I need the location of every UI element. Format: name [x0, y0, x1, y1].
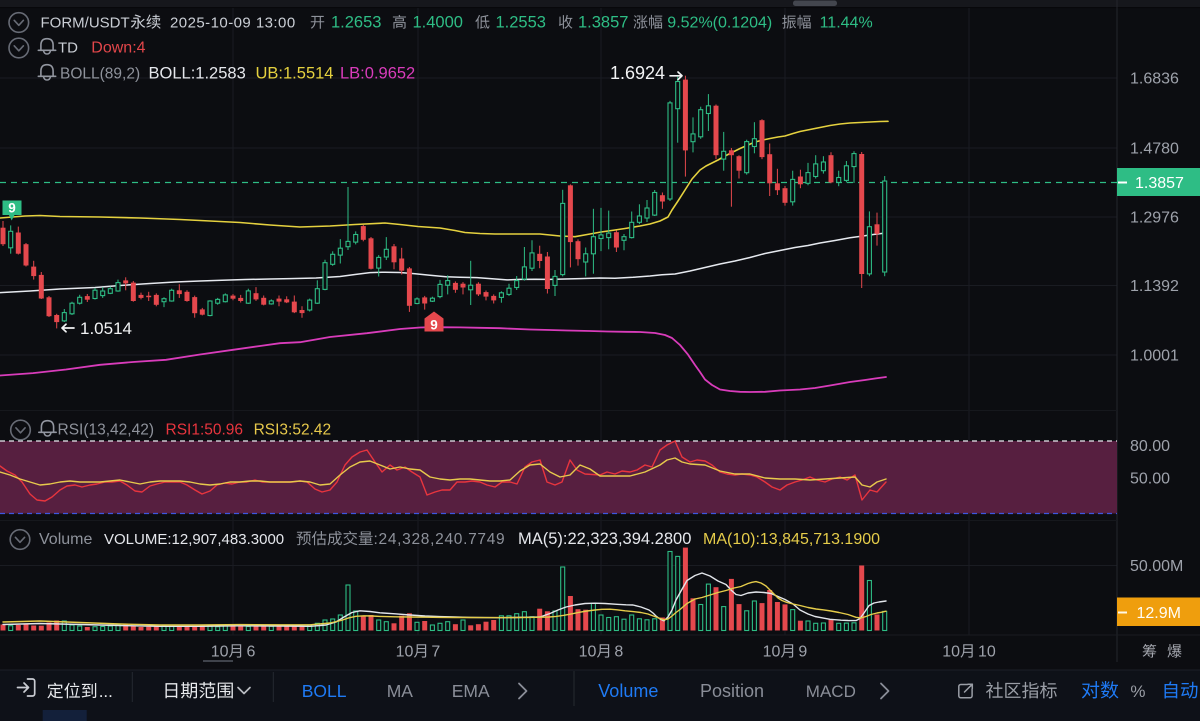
- svg-text:9.52%(0.1204): 9.52%(0.1204): [667, 15, 772, 32]
- svg-text:LB:0.9652: LB:0.9652: [340, 65, 415, 83]
- svg-text:BOLL: BOLL: [302, 681, 347, 701]
- svg-text:10: 10: [579, 644, 597, 661]
- svg-text:1.3857: 1.3857: [578, 14, 628, 32]
- svg-text:1.4000: 1.4000: [413, 14, 463, 32]
- svg-text:Volume: Volume: [39, 531, 92, 548]
- svg-text:...: ...: [99, 682, 113, 701]
- svg-text:10: 10: [763, 644, 781, 661]
- svg-text:1.4780: 1.4780: [1130, 141, 1179, 158]
- svg-text:10: 10: [942, 644, 960, 661]
- svg-text::24,328,240.7749: :24,328,240.7749: [374, 531, 506, 548]
- svg-text:Volume: Volume: [598, 681, 658, 701]
- svg-text:%: %: [1130, 682, 1145, 701]
- svg-text:10: 10: [978, 644, 996, 661]
- svg-text:1.2553: 1.2553: [496, 14, 546, 32]
- svg-text:80.00: 80.00: [1130, 438, 1170, 455]
- svg-text:RSI1:50.96: RSI1:50.96: [166, 422, 244, 439]
- svg-text:TD: TD: [58, 40, 78, 57]
- svg-text:MA: MA: [387, 681, 414, 701]
- svg-text:7: 7: [431, 644, 440, 661]
- svg-text:9: 9: [8, 201, 16, 216]
- svg-text:BOLL(89,2): BOLL(89,2): [60, 66, 140, 83]
- svg-text:50.00M: 50.00M: [1130, 558, 1183, 575]
- svg-text:EMA: EMA: [452, 681, 490, 701]
- svg-text:RSI(13,42,42): RSI(13,42,42): [58, 422, 155, 439]
- svg-text:RSI3:52.42: RSI3:52.42: [254, 422, 332, 439]
- svg-text:10: 10: [396, 644, 414, 661]
- svg-text:2025-10-09 13:00: 2025-10-09 13:00: [170, 15, 296, 32]
- svg-text:Down:4: Down:4: [91, 40, 145, 57]
- svg-text:1.2976: 1.2976: [1130, 210, 1179, 227]
- svg-text:1.6924: 1.6924: [610, 63, 665, 83]
- svg-text:50.00: 50.00: [1130, 471, 1170, 488]
- svg-text:MACD: MACD: [806, 682, 856, 701]
- svg-text:12.9M: 12.9M: [1137, 605, 1181, 622]
- svg-text:MA(10):13,845,713.1900: MA(10):13,845,713.1900: [703, 531, 880, 548]
- svg-text:1.0514: 1.0514: [80, 319, 132, 338]
- svg-text:UB:1.5514: UB:1.5514: [256, 65, 334, 83]
- svg-text:1.3857: 1.3857: [1135, 175, 1184, 192]
- svg-text:10: 10: [211, 644, 229, 661]
- svg-text:1.2653: 1.2653: [331, 14, 381, 32]
- svg-text:6: 6: [247, 644, 256, 661]
- svg-text:11.44%: 11.44%: [820, 15, 873, 32]
- svg-text:9: 9: [430, 318, 438, 333]
- svg-text:1.6836: 1.6836: [1130, 71, 1179, 88]
- svg-text:Position: Position: [700, 681, 764, 701]
- svg-text:1.0001: 1.0001: [1130, 348, 1179, 365]
- svg-text:8: 8: [614, 644, 623, 661]
- svg-text:9: 9: [798, 644, 807, 661]
- svg-text:MA(5):22,323,394.2800: MA(5):22,323,394.2800: [518, 530, 691, 548]
- svg-text:FORM/USDT: FORM/USDT: [41, 15, 130, 32]
- svg-text:BOLL:1.2583: BOLL:1.2583: [149, 65, 246, 83]
- svg-text:VOLUME:12,907,483.3000: VOLUME:12,907,483.3000: [104, 531, 284, 548]
- svg-text:1.1392: 1.1392: [1130, 278, 1179, 295]
